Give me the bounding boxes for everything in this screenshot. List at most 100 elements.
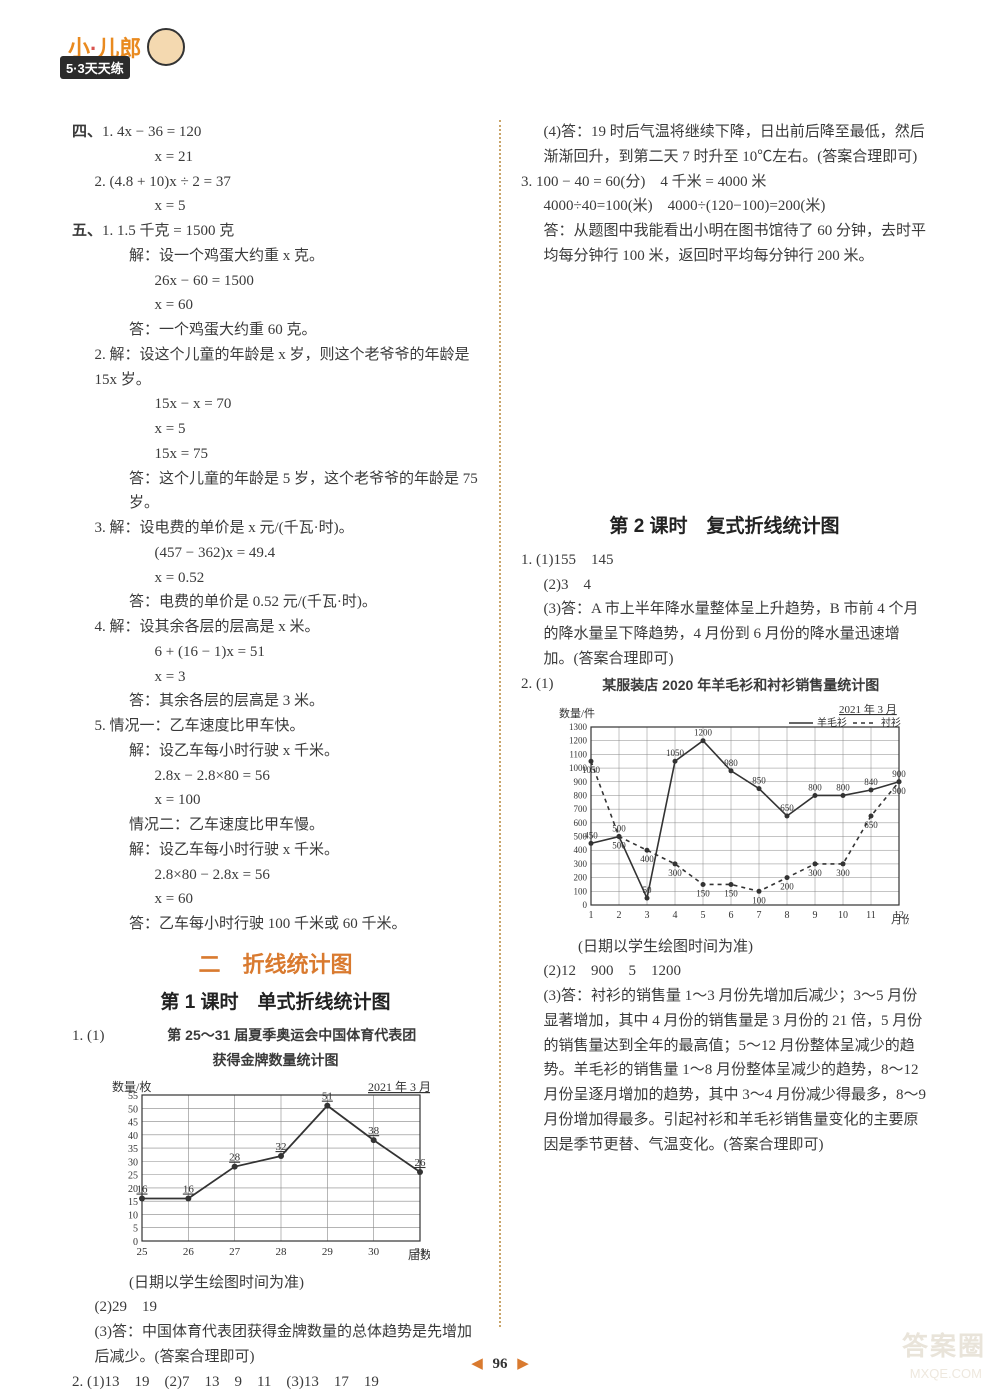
svg-text:羊毛衫: 羊毛衫 bbox=[817, 716, 847, 729]
svg-text:45: 45 bbox=[128, 1117, 138, 1128]
svg-text:27: 27 bbox=[229, 1246, 241, 1258]
faded-explanation bbox=[521, 269, 928, 509]
t: 解：设乙车每小时行驶 x 千米。 bbox=[72, 838, 479, 863]
right-column: (4)答：19 时后气温将继续下降，日出前后降至最低，然后渐渐回升，到第二天 7… bbox=[509, 120, 940, 1327]
svg-text:1100: 1100 bbox=[569, 749, 587, 759]
svg-text:15: 15 bbox=[128, 1197, 138, 1208]
svg-text:数量/枚: 数量/枚 bbox=[112, 1079, 151, 1094]
svg-text:51: 51 bbox=[322, 1090, 333, 1102]
lesson-2-title: 第 2 课时 复式折线统计图 bbox=[521, 511, 928, 542]
svg-text:10: 10 bbox=[128, 1210, 138, 1221]
ans: 答：电费的单价是 0.52 元/(千瓦·时)。 bbox=[72, 590, 479, 615]
t: 4. 解：设其余各层的层高是 x 米。 bbox=[72, 615, 479, 640]
svg-text:10: 10 bbox=[838, 910, 848, 921]
svg-text:6: 6 bbox=[729, 910, 734, 921]
svg-text:28: 28 bbox=[276, 1246, 288, 1258]
eq: x = 100 bbox=[72, 788, 479, 813]
svg-text:900: 900 bbox=[892, 768, 906, 778]
svg-text:650: 650 bbox=[864, 820, 878, 830]
rq2-2: (2)12 900 5 1200 bbox=[521, 959, 928, 984]
eq: x = 5 bbox=[72, 417, 479, 442]
eq: 15x − x = 70 bbox=[72, 392, 479, 417]
svg-text:200: 200 bbox=[574, 872, 588, 882]
svg-text:1200: 1200 bbox=[694, 727, 713, 737]
svg-text:150: 150 bbox=[696, 888, 710, 898]
t: 2. 解：设这个儿童的年龄是 x 岁，则这个老爷爷的年龄是 15x 岁。 bbox=[72, 343, 479, 393]
svg-text:30: 30 bbox=[128, 1157, 138, 1168]
svg-text:30: 30 bbox=[368, 1246, 380, 1258]
chart2-title: 某服装店 2020 年羊毛衫和衬衫销售量统计图 bbox=[521, 674, 928, 697]
chart1-title-2: 获得金牌数量统计图 bbox=[72, 1049, 479, 1072]
section-2-title: 二 折线统计图 bbox=[72, 947, 479, 983]
svg-text:2021 年 3 月: 2021 年 3 月 bbox=[839, 702, 897, 716]
chart2: 0100200300400500600700800900100011001200… bbox=[549, 701, 928, 931]
chart2-svg: 0100200300400500600700800900100011001200… bbox=[549, 701, 909, 931]
q1-2: (2)29 19 bbox=[72, 1295, 479, 1320]
rq1-1: 1. (1)155 145 bbox=[521, 548, 928, 573]
svg-text:1050: 1050 bbox=[582, 765, 601, 775]
svg-text:9: 9 bbox=[813, 910, 818, 921]
ans: 答：一个鸡蛋大约重 60 克。 bbox=[72, 318, 479, 343]
left-column: 四、1. 4x − 36 = 120 x = 21 2. (4.8 + 10)x… bbox=[60, 120, 491, 1327]
svg-text:月份: 月份 bbox=[891, 913, 909, 926]
svg-text:1300: 1300 bbox=[569, 722, 588, 732]
svg-text:400: 400 bbox=[574, 845, 588, 855]
t: 解：设一个鸡蛋大约重 x 克。 bbox=[72, 244, 479, 269]
q2: 2. (1)13 19 (2)7 13 9 11 (3)13 17 19 bbox=[72, 1370, 479, 1394]
svg-text:8: 8 bbox=[785, 910, 790, 921]
r2a: 3. 100 − 40 = 60(分) 4 千米 = 4000 米 bbox=[521, 170, 928, 195]
watermark: 答案圈 bbox=[902, 1326, 986, 1363]
chart1-svg: 0510152025303540455055252627282930311616… bbox=[100, 1077, 430, 1267]
svg-text:300: 300 bbox=[808, 868, 822, 878]
svg-text:16: 16 bbox=[183, 1183, 195, 1195]
eq: 15x = 75 bbox=[72, 442, 479, 467]
svg-text:5: 5 bbox=[701, 910, 706, 921]
svg-text:32: 32 bbox=[276, 1141, 287, 1153]
content-columns: 四、1. 4x − 36 = 120 x = 21 2. (4.8 + 10)x… bbox=[60, 120, 940, 1327]
svg-text:1200: 1200 bbox=[569, 735, 588, 745]
svg-text:300: 300 bbox=[836, 868, 850, 878]
svg-text:50: 50 bbox=[643, 885, 653, 895]
eq: x = 60 bbox=[72, 887, 479, 912]
svg-text:25: 25 bbox=[137, 1246, 149, 1258]
svg-text:900: 900 bbox=[892, 785, 906, 795]
t: 解：设乙车每小时行驶 x 千米。 bbox=[72, 739, 479, 764]
svg-text:衬衫: 衬衫 bbox=[881, 716, 901, 729]
svg-text:900: 900 bbox=[574, 776, 588, 786]
svg-text:1: 1 bbox=[589, 910, 594, 921]
svg-text:980: 980 bbox=[724, 758, 738, 768]
svg-text:600: 600 bbox=[574, 818, 588, 828]
brand-sub: 5·3天天练 bbox=[60, 56, 130, 79]
svg-text:50: 50 bbox=[128, 1104, 138, 1115]
rq1-3: (3)答：A 市上半年降水量整体呈上升趋势，B 市前 4 个月的降水量呈下降趋势… bbox=[521, 597, 928, 671]
svg-text:1050: 1050 bbox=[666, 748, 685, 758]
ans: 答：这个儿童的年龄是 5 岁，这个老爷爷的年龄是 75 岁。 bbox=[72, 467, 479, 517]
chart1-note: (日期以学生绘图时间为准) bbox=[72, 1271, 479, 1296]
eq: x = 0.52 bbox=[72, 566, 479, 591]
rq1-2: (2)3 4 bbox=[521, 573, 928, 598]
svg-text:450: 450 bbox=[584, 830, 598, 840]
svg-text:100: 100 bbox=[574, 886, 588, 896]
page-footer: ◀ 96 ▶ bbox=[0, 1354, 1000, 1373]
r2c: 答：从题图中我能看出小明在图书馆待了 60 分钟，去时平均每分钟行 100 米，… bbox=[521, 219, 928, 269]
r1: (4)答：19 时后气温将继续下降，日出前后降至最低，然后渐渐回升，到第二天 7… bbox=[521, 120, 928, 170]
svg-text:150: 150 bbox=[724, 888, 738, 898]
svg-text:800: 800 bbox=[836, 782, 850, 792]
eq: (457 − 362)x = 49.4 bbox=[72, 541, 479, 566]
t: 5. 情况一：乙车速度比甲车快。 bbox=[72, 714, 479, 739]
svg-text:26: 26 bbox=[415, 1157, 427, 1169]
svg-text:38: 38 bbox=[368, 1125, 380, 1137]
mascot-icon bbox=[147, 28, 185, 66]
q: 2. (4.8 + 10)x ÷ 2 = 37 bbox=[72, 170, 479, 195]
svg-text:28: 28 bbox=[229, 1151, 241, 1163]
rq2-3: (3)答：衬衫的销售量 1～3 月份先增加后减少；3～5 月份显著增加，其中 4… bbox=[521, 984, 928, 1157]
q1-prefix: 1. (1) bbox=[72, 1024, 105, 1049]
svg-text:850: 850 bbox=[752, 775, 766, 785]
svg-text:数量/件: 数量/件 bbox=[559, 707, 595, 720]
svg-text:40: 40 bbox=[128, 1130, 138, 1141]
svg-text:800: 800 bbox=[574, 790, 588, 800]
lesson-1-title: 第 1 课时 单式折线统计图 bbox=[72, 987, 479, 1018]
svg-text:400: 400 bbox=[640, 854, 654, 864]
watermark-sub: MXQE.COM bbox=[910, 1366, 982, 1381]
svg-text:11: 11 bbox=[866, 910, 876, 921]
